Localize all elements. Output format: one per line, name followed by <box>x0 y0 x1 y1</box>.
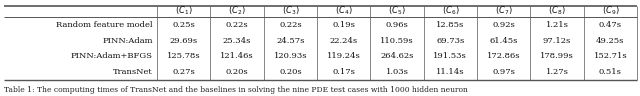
Text: 172.86s: 172.86s <box>487 52 520 60</box>
Text: $(C_8)$: $(C_8)$ <box>548 5 566 17</box>
Text: 120.93s: 120.93s <box>273 52 307 60</box>
Text: $(C_2)$: $(C_2)$ <box>228 5 246 17</box>
Text: $(C_3)$: $(C_3)$ <box>282 5 299 17</box>
Text: 125.78s: 125.78s <box>167 52 200 60</box>
Text: 0.22s: 0.22s <box>226 21 248 29</box>
Text: $(C_4)$: $(C_4)$ <box>335 5 353 17</box>
Text: 61.45s: 61.45s <box>490 37 518 45</box>
Text: 1.21s: 1.21s <box>545 21 568 29</box>
Text: 1.27s: 1.27s <box>545 68 568 76</box>
Text: 29.69s: 29.69s <box>170 37 198 45</box>
Text: 110.59s: 110.59s <box>380 37 414 45</box>
Text: 264.62s: 264.62s <box>380 52 413 60</box>
Text: 0.47s: 0.47s <box>599 21 622 29</box>
Text: 12.85s: 12.85s <box>436 21 465 29</box>
Text: $(C_7)$: $(C_7)$ <box>495 5 513 17</box>
Text: 0.92s: 0.92s <box>492 21 515 29</box>
Text: 0.22s: 0.22s <box>279 21 301 29</box>
Text: 0.97s: 0.97s <box>492 68 515 76</box>
Text: PINN:Adam: PINN:Adam <box>102 37 153 45</box>
Text: 0.20s: 0.20s <box>279 68 301 76</box>
Text: 22.24s: 22.24s <box>330 37 358 45</box>
Text: 49.25s: 49.25s <box>596 37 625 45</box>
Text: 152.71s: 152.71s <box>593 52 627 60</box>
Text: $(C_9)$: $(C_9)$ <box>602 5 619 17</box>
Text: Random feature model: Random feature model <box>56 21 153 29</box>
Text: PINN:Adam+BFGS: PINN:Adam+BFGS <box>71 52 153 60</box>
Text: 119.24s: 119.24s <box>327 52 360 60</box>
Text: 97.12s: 97.12s <box>543 37 571 45</box>
Text: 0.25s: 0.25s <box>172 21 195 29</box>
Text: 0.51s: 0.51s <box>599 68 622 76</box>
Text: 0.20s: 0.20s <box>226 68 248 76</box>
Text: 178.99s: 178.99s <box>540 52 574 60</box>
Text: $(C_6)$: $(C_6)$ <box>442 5 459 17</box>
Text: 0.96s: 0.96s <box>386 21 408 29</box>
Text: 25.34s: 25.34s <box>223 37 251 45</box>
Text: 121.46s: 121.46s <box>220 52 254 60</box>
Text: 11.14s: 11.14s <box>436 68 465 76</box>
Text: 0.27s: 0.27s <box>172 68 195 76</box>
Text: 1.03s: 1.03s <box>385 68 408 76</box>
Text: 191.53s: 191.53s <box>433 52 467 60</box>
Text: $(C_1)$: $(C_1)$ <box>175 5 193 17</box>
Text: 24.57s: 24.57s <box>276 37 305 45</box>
Text: $(C_5)$: $(C_5)$ <box>388 5 406 17</box>
Text: TransNet: TransNet <box>113 68 153 76</box>
Text: 69.73s: 69.73s <box>436 37 465 45</box>
Text: Table 1: The computing times of TransNet and the baselines in solving the nine P: Table 1: The computing times of TransNet… <box>4 86 468 94</box>
Text: 0.19s: 0.19s <box>332 21 355 29</box>
Text: 0.17s: 0.17s <box>332 68 355 76</box>
